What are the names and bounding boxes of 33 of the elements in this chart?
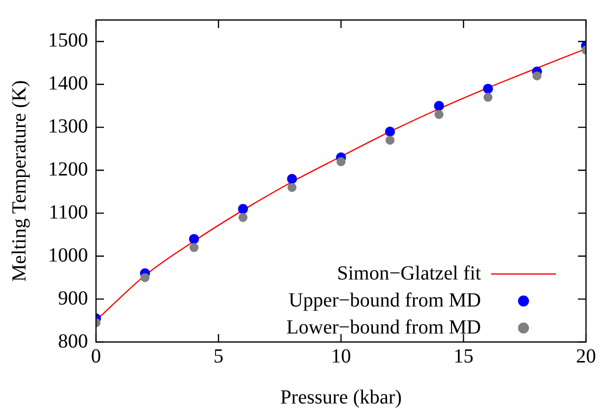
x-tick-label: 5 — [214, 345, 224, 368]
y-tick-label: 1000 — [48, 244, 88, 266]
legend-label: Upper−bound from MD — [288, 289, 481, 312]
y-tick-label: 1100 — [48, 201, 88, 224]
legend-label: Lower−bound from MD — [286, 316, 481, 338]
x-tick-label: 15 — [454, 345, 474, 368]
point — [140, 273, 150, 282]
point — [336, 157, 346, 166]
y-tick-label: 1500 — [48, 30, 88, 52]
y-tick-label: 1200 — [48, 158, 88, 181]
point — [238, 212, 248, 222]
point — [532, 71, 542, 80]
point — [385, 126, 395, 137]
y-tick-label: 900 — [58, 287, 88, 310]
point — [386, 136, 394, 145]
point — [434, 100, 444, 111]
point — [189, 234, 199, 244]
point — [287, 174, 297, 184]
x-axis-title: Pressure (kbar) — [280, 386, 402, 408]
x-tick-label: 10 — [331, 345, 351, 368]
y-tick-label: 800 — [58, 330, 88, 352]
point — [484, 92, 492, 102]
legend-label: Simon−Glatzel fit — [336, 262, 482, 284]
x-tick-label: 20 — [576, 345, 596, 368]
point — [434, 110, 444, 119]
y-tick-label: 1400 — [48, 72, 88, 95]
y-tick-label: 1300 — [48, 116, 88, 138]
y-axis-title: Melting Temperature (K) — [8, 80, 30, 282]
point — [288, 182, 296, 192]
x-tick-label: 0 — [91, 345, 101, 368]
point — [190, 243, 198, 252]
point — [238, 204, 248, 214]
point — [483, 84, 493, 94]
